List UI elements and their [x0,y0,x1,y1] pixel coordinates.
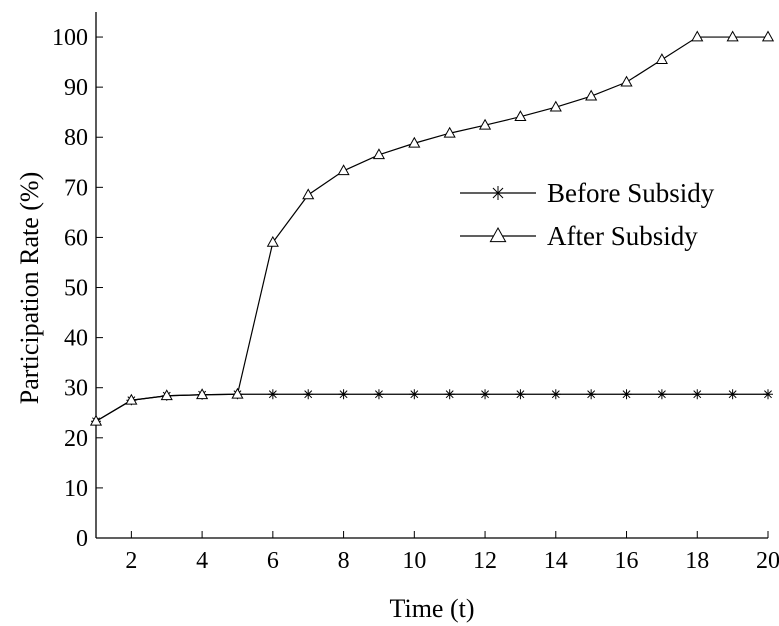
data-point [339,389,349,399]
legend-label: After Subsidy [547,221,698,251]
data-point [657,54,667,63]
x-tick-label: 20 [756,548,779,574]
data-point [162,390,172,399]
data-point [303,389,313,399]
data-point [763,32,773,41]
data-point [445,389,455,399]
legend-label: Before Subsidy [547,178,715,208]
x-tick-label: 16 [615,548,639,574]
y-tick-label: 0 [76,526,88,552]
y-axis-title: Participation Rate (%) [15,172,44,404]
data-point [232,389,242,398]
data-point [91,416,101,425]
y-tick-label: 80 [64,125,88,151]
y-tick-label: 30 [64,376,88,402]
data-point [303,189,313,198]
axes [96,12,768,538]
y-tick-label: 60 [64,225,88,251]
y-tick-label: 50 [64,276,88,302]
x-tick-label: 2 [125,548,137,574]
y-tick-label: 10 [64,476,88,502]
data-point [338,165,348,174]
data-point [622,389,632,399]
x-tick-label: 18 [685,548,709,574]
data-point [197,389,207,398]
data-point [727,32,737,41]
x-axis-title: Time (t) [390,594,475,623]
data-point [692,32,702,41]
y-tick-label: 100 [52,25,88,51]
data-point [374,389,384,399]
legend-marker [490,228,505,242]
data-point [657,389,667,399]
y-tick-label: 90 [64,75,88,101]
data-point [586,389,596,399]
legend-item: Before Subsidy [460,178,715,208]
y-tick-label: 70 [64,175,88,201]
legend-marker [491,186,505,200]
data-point [480,389,490,399]
x-tick-label: 4 [196,548,208,574]
data-point [551,389,561,399]
data-point [268,389,278,399]
y-tick-label: 20 [64,426,88,452]
legend-item: After Subsidy [460,221,698,251]
legend: Before Subsidy After Subsidy [460,178,715,251]
data-point [621,77,631,86]
data-point [728,389,738,399]
x-tick-label: 12 [473,548,497,574]
data-point [515,389,525,399]
data-point [692,389,702,399]
y-tick-label: 40 [64,326,88,352]
x-tick-label: 14 [544,548,568,574]
x-tick-label: 10 [402,548,426,574]
data-point [763,389,773,399]
x-tick-label: 6 [267,548,279,574]
x-tick-label: 8 [338,548,350,574]
data-point [409,389,419,399]
